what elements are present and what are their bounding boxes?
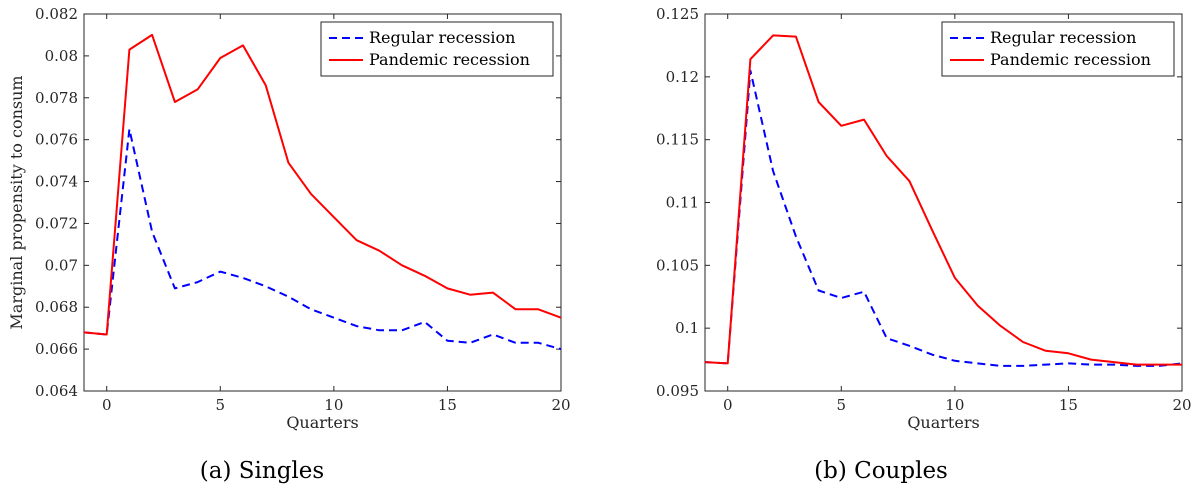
legend: Regular recession Pandemic recession: [941, 21, 1175, 77]
y-tick-label: 0.072: [35, 214, 78, 232]
subfigure-caption: (b) Couples: [814, 458, 948, 484]
x-tick-label: 15: [1059, 396, 1078, 414]
x-tick-label: 0: [723, 396, 733, 414]
y-tick-label: 0.095: [656, 382, 699, 400]
y-tick-label: 0.074: [35, 173, 78, 191]
legend-box: [941, 21, 1175, 77]
x-tick-label: 10: [945, 396, 964, 414]
y-tick-label: 0.1: [675, 319, 699, 337]
x-tick-label: 5: [837, 396, 847, 414]
series-line-pandemic: [83, 33, 562, 336]
x-tick-label: 15: [438, 396, 457, 414]
series-line-regular: [704, 69, 1183, 367]
y-tick-label: 0.064: [35, 382, 78, 400]
y-tick-label: 0.125: [656, 5, 699, 23]
y-tick-label: 0.11: [666, 194, 699, 212]
y-tick-label: 0.066: [35, 340, 78, 358]
y-tick-label: 0.105: [656, 256, 699, 274]
y-tick-label: 0.082: [35, 5, 78, 23]
x-tick-label: 5: [216, 396, 226, 414]
y-tick-label: 0.07: [45, 256, 78, 274]
y-axis-label: Marginal propensity to consum: [7, 75, 26, 329]
legend: Regular recession Pandemic recession: [320, 21, 554, 77]
legend-label-pandemic: Pandemic recession: [990, 50, 1151, 69]
y-tick-label: 0.12: [666, 68, 699, 86]
x-axis-label: Quarters: [907, 413, 979, 432]
chart-couples: 0 5 10 15 20 0.095 0.1 0.105 0.11 0.115 0.12 0.125 Q…: [656, 5, 1192, 484]
subfigure-caption: (a) Singles: [200, 458, 324, 484]
legend-label-regular: Regular recession: [369, 28, 515, 47]
axes-box: [83, 13, 562, 392]
legend-label-pandemic: Pandemic recession: [369, 50, 530, 69]
y-tick-label: 0.076: [35, 131, 78, 149]
y-tick-label: 0.078: [35, 89, 78, 107]
chart-singles: 0 5 10 15 20 0.064 0.066 0.068 0.07 0.072 0.074 0.0…: [7, 5, 571, 484]
x-tick-label: 20: [551, 396, 570, 414]
y-tick-label: 0.08: [45, 47, 78, 65]
x-axis-label: Quarters: [286, 413, 358, 432]
series-line-pandemic: [704, 34, 1182, 366]
x-tick-label: 0: [102, 396, 112, 414]
x-tick-label: 10: [324, 396, 343, 414]
legend-box: [320, 21, 554, 77]
x-tick-label: 20: [1172, 396, 1191, 414]
y-tick-label: 0.068: [35, 298, 78, 316]
legend-label-regular: Regular recession: [990, 28, 1136, 47]
series-line-regular: [83, 128, 562, 351]
y-tick-label: 0.115: [656, 131, 699, 149]
